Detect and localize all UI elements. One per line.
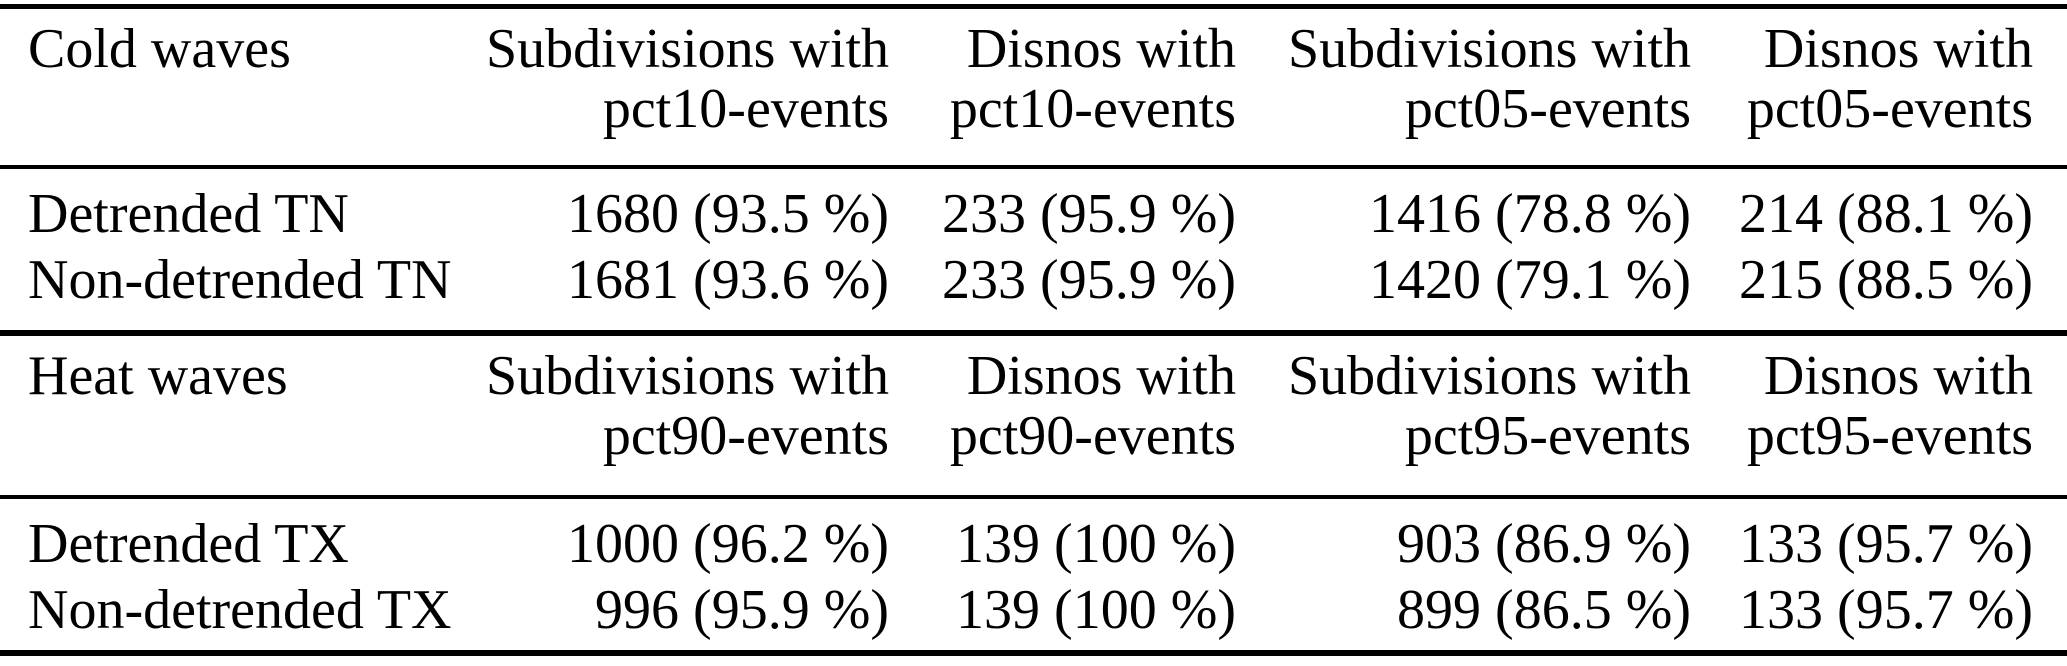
column-header-line1: Disnos with <box>966 345 1236 407</box>
table-row-non-detrended-tn: Non-detrended TN 1681 (93.6 %) 233 (95.9… <box>0 247 2067 313</box>
column-header-disnos-pct05: Disnos with pct05-events <box>1691 19 2067 139</box>
table-row-detrended-tx: Detrended TX 1000 (96.2 %) 139 (100 %) 9… <box>0 511 2067 577</box>
cell-value: 233 (95.9 %) <box>942 249 1236 311</box>
cell-value: 1416 (78.8 %) <box>1369 183 1691 245</box>
table-row-detrended-tn: Detrended TN 1680 (93.5 %) 233 (95.9 %) … <box>0 181 2067 247</box>
cell-value: 233 (95.9 %) <box>942 183 1236 245</box>
cell-value: 903 (86.9 %) <box>1397 513 1691 575</box>
column-header-line2: pct95-events <box>1746 405 2033 467</box>
column-header-line1: Disnos with <box>1763 345 2033 407</box>
column-header-line1: Subdivisions with <box>486 345 889 407</box>
column-header-disnos-pct90: Disnos with pct90-events <box>889 346 1236 466</box>
column-header-line2: pct90-events <box>949 405 1236 467</box>
column-header-line2: pct90-events <box>602 405 889 467</box>
cell-value: 1681 (93.6 %) <box>567 249 889 311</box>
column-header-disnos-pct10: Disnos with pct10-events <box>889 19 1236 139</box>
column-header-subdivisions-pct10: Subdivisions with pct10-events <box>486 18 889 140</box>
column-header-line1: Subdivisions with <box>1288 345 1691 407</box>
row-label: Detrended TN <box>28 183 349 245</box>
cell-value: 899 (86.5 %) <box>1397 579 1691 641</box>
header-section-cold-waves: Cold waves Subdivisions with pct10-event… <box>0 19 2067 139</box>
cell-value: 1000 (96.2 %) <box>567 513 889 575</box>
column-header-line1: Subdivisions with <box>1288 18 1691 80</box>
header-section-heat-waves: Heat waves Subdivisions with pct90-event… <box>0 346 2067 466</box>
column-header-line2: pct10-events <box>949 78 1236 140</box>
cell-value: 139 (100 %) <box>956 579 1236 641</box>
column-header-line2: pct05-events <box>1746 78 2033 140</box>
data-section-heat-waves: Detrended TX 1000 (96.2 %) 139 (100 %) 9… <box>0 511 2067 643</box>
section-divider-rule <box>0 330 2067 336</box>
cell-value: 1420 (79.1 %) <box>1369 249 1691 311</box>
data-section-cold-waves: Detrended TN 1680 (93.5 %) 233 (95.9 %) … <box>0 181 2067 313</box>
row-label: Non-detrended TX <box>28 579 452 641</box>
section-title-cold-waves: Cold waves <box>28 18 291 80</box>
column-header-line2: pct95-events <box>1404 405 1691 467</box>
cell-value: 996 (95.9 %) <box>595 579 889 641</box>
cell-value: 214 (88.1 %) <box>1739 183 2033 245</box>
row-label: Detrended TX <box>28 513 349 575</box>
column-header-line2: pct05-events <box>1404 78 1691 140</box>
cell-value: 133 (95.7 %) <box>1739 513 2033 575</box>
table-bottom-rule <box>0 650 2067 656</box>
column-header-line2: pct10-events <box>602 78 889 140</box>
cell-value: 1680 (93.5 %) <box>567 183 889 245</box>
row-label: Non-detrended TN <box>28 249 452 311</box>
table-row-non-detrended-tx: Non-detrended TX 996 (95.9 %) 139 (100 %… <box>0 577 2067 643</box>
cell-value: 139 (100 %) <box>956 513 1236 575</box>
header-row: Heat waves Subdivisions with pct90-event… <box>0 346 2067 466</box>
column-header-subdivisions-pct95: Subdivisions with pct95-events <box>1236 346 1691 466</box>
column-header-line1: Subdivisions with <box>486 18 889 80</box>
column-header-subdivisions-pct90: Subdivisions with pct90-events <box>486 345 889 467</box>
cell-value: 215 (88.5 %) <box>1739 249 2033 311</box>
heat-waves-header-rule <box>0 495 2067 499</box>
cell-value: 133 (95.7 %) <box>1739 579 2033 641</box>
table-top-rule <box>0 4 2067 9</box>
column-header-line1: Disnos with <box>1763 18 2033 80</box>
cold-waves-header-rule <box>0 165 2067 169</box>
section-title-heat-waves: Heat waves <box>28 345 288 407</box>
column-header-disnos-pct95: Disnos with pct95-events <box>1691 346 2067 466</box>
header-row: Cold waves Subdivisions with pct10-event… <box>0 19 2067 139</box>
column-header-line1: Disnos with <box>966 18 1236 80</box>
column-header-subdivisions-pct05: Subdivisions with pct05-events <box>1236 19 1691 139</box>
